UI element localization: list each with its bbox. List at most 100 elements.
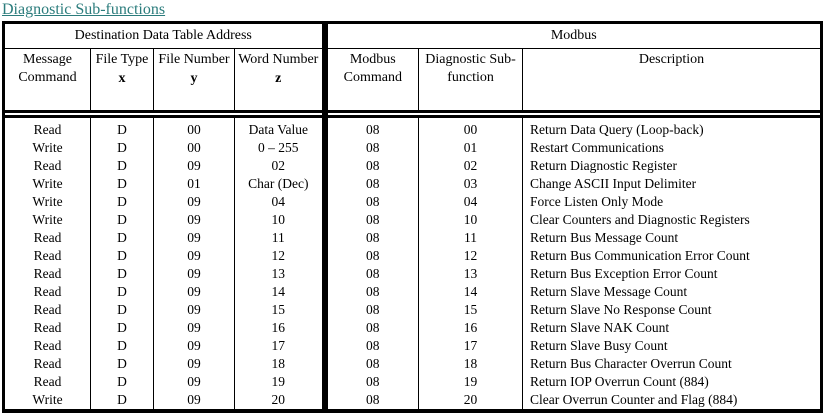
column-subscript: x bbox=[118, 71, 126, 86]
header-separator-segment bbox=[321, 110, 822, 118]
cell: 08 bbox=[321, 116, 419, 139]
column-header-row: Message Command File Type x File Number y Wor… bbox=[3, 48, 822, 112]
column-header-label: Message Command bbox=[18, 52, 77, 85]
cell: 08 bbox=[321, 247, 419, 265]
table-row: Read D 09 17 08 17 Return Slave Busy Count bbox=[3, 337, 822, 355]
cell: Read bbox=[3, 355, 91, 373]
header-separator-segment bbox=[2, 110, 325, 118]
cell: D bbox=[90, 229, 154, 247]
cell: Return Slave NAK Count bbox=[522, 319, 822, 337]
cell: Read bbox=[3, 116, 91, 139]
table-row: Write D 09 04 08 04 Force Listen Only Mode bbox=[3, 193, 822, 211]
cell: Return Slave No Response Count bbox=[522, 301, 822, 319]
column-header-label: File Type bbox=[95, 52, 149, 67]
cell: D bbox=[90, 247, 154, 265]
cell: 08 bbox=[321, 211, 419, 229]
column-header-word-number: Word Number z bbox=[233, 48, 325, 112]
cell: 09 bbox=[153, 229, 235, 247]
group-header-row: Destination Data Table Address Modbus bbox=[2, 22, 822, 49]
cell: Write bbox=[3, 193, 91, 211]
cell: 09 bbox=[153, 247, 235, 265]
table-body: Read D 00 Data Value 08 00 Return Data Query (… bbox=[3, 116, 822, 411]
cell: 12 bbox=[233, 247, 325, 265]
cell: Return Diagnostic Register bbox=[522, 157, 822, 175]
cell: Return Bus Exception Error Count bbox=[522, 265, 822, 283]
cell: Restart Communications bbox=[522, 139, 822, 157]
cell: 13 bbox=[418, 265, 523, 283]
cell: 08 bbox=[321, 337, 419, 355]
cell: 09 bbox=[153, 355, 235, 373]
cell: Return Slave Busy Count bbox=[522, 337, 822, 355]
cell: Read bbox=[3, 229, 91, 247]
cell: 18 bbox=[418, 355, 523, 373]
column-header-file-type: File Type x bbox=[90, 48, 154, 112]
cell: D bbox=[90, 265, 154, 283]
cell: 11 bbox=[418, 229, 523, 247]
column-subscript: z bbox=[275, 71, 282, 86]
cell: 12 bbox=[418, 247, 523, 265]
header-separator bbox=[2, 110, 822, 118]
cell: D bbox=[90, 301, 154, 319]
cell: Read bbox=[3, 247, 91, 265]
cell: 20 bbox=[418, 391, 523, 411]
cell: 0 – 255 bbox=[233, 139, 325, 157]
cell: D bbox=[90, 283, 154, 301]
column-header-diagnostic-sub-function: Diagnostic Sub-function bbox=[418, 48, 523, 112]
cell: D bbox=[90, 373, 154, 391]
cell: 14 bbox=[233, 283, 325, 301]
cell: 00 bbox=[153, 116, 235, 139]
table-row: Write D 09 10 08 10 Clear Counters and Diagnos… bbox=[3, 211, 822, 229]
cell: 08 bbox=[321, 319, 419, 337]
cell: Write bbox=[3, 175, 91, 193]
table-row: Read D 09 18 08 18 Return Bus Character Overru… bbox=[3, 355, 822, 373]
cell: 01 bbox=[153, 175, 235, 193]
cell: 09 bbox=[153, 157, 235, 175]
cell: 18 bbox=[233, 355, 325, 373]
cell: 09 bbox=[153, 337, 235, 355]
cell: 02 bbox=[233, 157, 325, 175]
cell: 09 bbox=[153, 211, 235, 229]
cell: Read bbox=[3, 373, 91, 391]
cell: Change ASCII Input Delimiter bbox=[522, 175, 822, 193]
cell: 13 bbox=[233, 265, 325, 283]
cell: Read bbox=[3, 265, 91, 283]
cell: 19 bbox=[233, 373, 325, 391]
table-row: Read D 09 02 08 02 Return Diagnostic Register bbox=[3, 157, 822, 175]
cell: 08 bbox=[321, 157, 419, 175]
cell: Return IOP Overrun Count (884) bbox=[522, 373, 822, 391]
cell: Return Bus Message Count bbox=[522, 229, 822, 247]
cell: 16 bbox=[418, 319, 523, 337]
cell: 08 bbox=[321, 301, 419, 319]
cell: 15 bbox=[233, 301, 325, 319]
cell: 08 bbox=[321, 229, 419, 247]
column-header-modbus-command: Modbus Command bbox=[321, 48, 419, 112]
cell: 08 bbox=[321, 373, 419, 391]
column-header-label: Modbus Command bbox=[343, 52, 402, 85]
table-row: Write D 09 20 08 20 Clear Overrun Counter and … bbox=[3, 391, 822, 411]
cell: D bbox=[90, 391, 154, 411]
cell: Return Bus Communication Error Count bbox=[522, 247, 822, 265]
cell: Read bbox=[3, 301, 91, 319]
cell: 15 bbox=[418, 301, 523, 319]
cell: Read bbox=[3, 319, 91, 337]
column-header-label: Diagnostic Sub-function bbox=[425, 52, 516, 85]
cell: Return Data Query (Loop-back) bbox=[522, 116, 822, 139]
table-row: Read D 09 12 08 12 Return Bus Communication Er… bbox=[3, 247, 822, 265]
cell: 08 bbox=[321, 265, 419, 283]
cell: D bbox=[90, 319, 154, 337]
cell: 08 bbox=[321, 139, 419, 157]
cell: Force Listen Only Mode bbox=[522, 193, 822, 211]
cell: Read bbox=[3, 337, 91, 355]
column-header-label: File Number bbox=[158, 52, 230, 67]
cell: 17 bbox=[233, 337, 325, 355]
cell: Return Bus Character Overrun Count bbox=[522, 355, 822, 373]
table-row: Read D 09 14 08 14 Return Slave Message Count bbox=[3, 283, 822, 301]
cell: 04 bbox=[418, 193, 523, 211]
table-row: Write D 01 Char (Dec) 08 03 Change ASCII Input… bbox=[3, 175, 822, 193]
cell: D bbox=[90, 175, 154, 193]
column-header-label: Description bbox=[638, 52, 705, 67]
cell: 00 bbox=[418, 116, 523, 139]
cell: Clear Overrun Counter and Flag (884) bbox=[522, 391, 822, 411]
cell: 09 bbox=[153, 319, 235, 337]
cell: 19 bbox=[418, 373, 523, 391]
